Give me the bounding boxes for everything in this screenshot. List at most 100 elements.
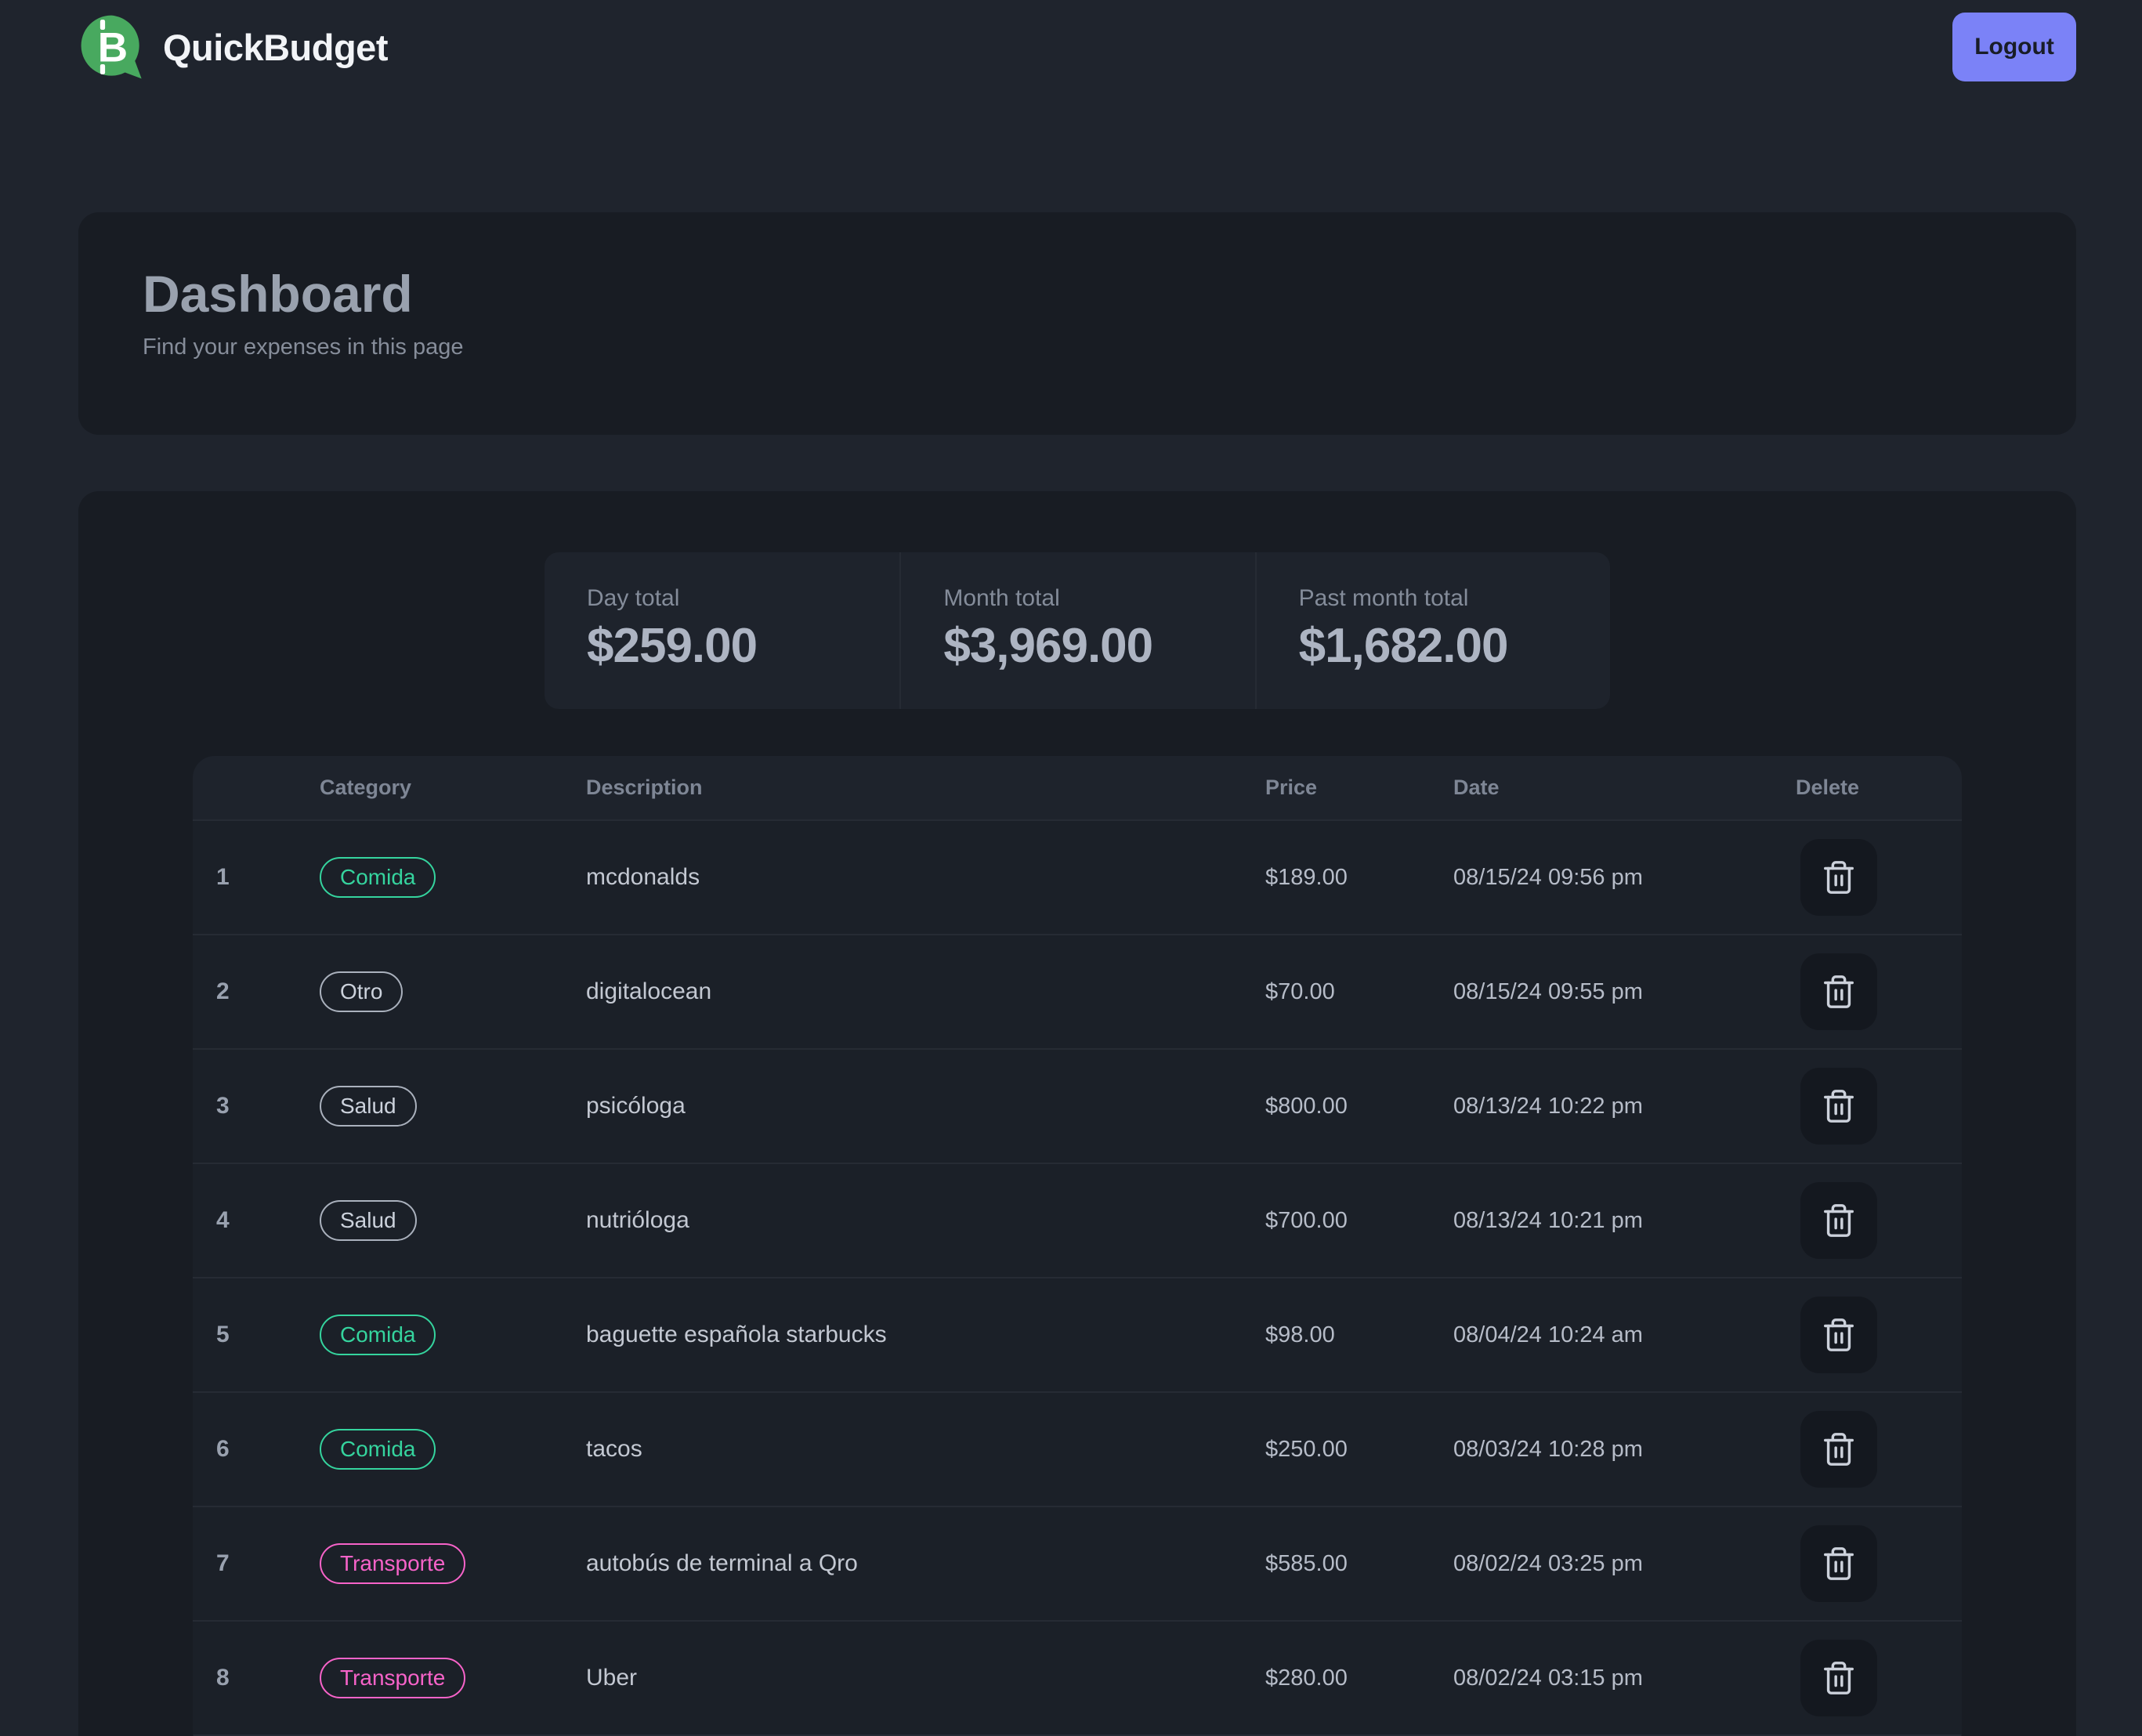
trash-icon [1824,1204,1854,1237]
category-badge: Comida [320,1315,436,1355]
svg-text:B: B [98,24,128,71]
date-cell: 08/13/24 10:21 pm [1453,1207,1643,1233]
delete-cell [1796,839,1962,916]
month-total-card: Month total $3,969.00 [899,552,1254,709]
day-total-card: Day total $259.00 [545,552,899,709]
description-cell: digitalocean [586,978,712,1004]
trash-icon [1824,1662,1854,1694]
header-description: Description [586,776,703,799]
description-cell: baguette española starbucks [586,1322,887,1347]
delete-button[interactable] [1800,839,1877,916]
date-cell: 08/15/24 09:55 pm [1453,978,1643,1004]
delete-button[interactable] [1800,1068,1877,1145]
category-badge: Comida [320,857,436,898]
category-cell: Otro [320,971,586,1012]
category-cell: Salud [320,1086,586,1127]
category-badge: Comida [320,1429,436,1470]
category-badge: Salud [320,1200,417,1241]
price-cell: $189.00 [1265,864,1348,890]
quickbudget-logo-icon: B [81,15,142,79]
category-cell: Transporte [320,1543,586,1584]
category-cell: Transporte [320,1658,586,1698]
category-cell: Salud [320,1200,586,1241]
month-total-label: Month total [943,585,1060,611]
logout-button[interactable]: Logout [1952,13,2076,81]
price-cell: $280.00 [1265,1665,1348,1691]
table-row-partial [193,1734,1962,1736]
price-cell: $250.00 [1265,1436,1348,1462]
price-cell: $98.00 [1265,1322,1335,1347]
description-cell: nutrióloga [586,1207,689,1233]
page-subtitle: Find your expenses in this page [143,335,464,360]
date-cell: 08/04/24 10:24 am [1453,1322,1643,1347]
date-cell: 08/03/24 10:28 pm [1453,1436,1643,1462]
header-category: Category [320,776,412,799]
header-price: Price [1265,776,1318,799]
category-badge: Salud [320,1086,417,1127]
category-cell: Comida [320,1429,586,1470]
price-cell: $70.00 [1265,978,1335,1004]
date-cell: 08/13/24 10:22 pm [1453,1093,1643,1119]
table-body: 1 Comida mcdonalds $189.00 08/15/24 09:5… [193,819,1962,1734]
delete-cell [1796,1297,1962,1373]
expenses-table: Category Description Price Date Delete 1… [193,756,1962,1736]
delete-cell [1796,1640,1962,1716]
past-month-total-card: Past month total $1,682.00 [1254,552,1610,709]
date-cell: 08/02/24 03:25 pm [1453,1550,1643,1576]
expenses-card: Day total $259.00 Month total $3,969.00 … [78,491,2076,1736]
table-row: 4 Salud nutrióloga $700.00 08/13/24 10:2… [193,1163,1962,1277]
category-badge: Transporte [320,1658,466,1698]
row-number: 5 [216,1322,230,1347]
trash-icon [1824,1318,1854,1351]
delete-button[interactable] [1800,1525,1877,1602]
delete-button[interactable] [1800,1182,1877,1259]
table-header-row: Category Description Price Date Delete [193,756,1962,819]
delete-button[interactable] [1800,1297,1877,1373]
table-row: 6 Comida tacos $250.00 08/03/24 10:28 pm [193,1391,1962,1506]
table-row: 1 Comida mcdonalds $189.00 08/15/24 09:5… [193,819,1962,934]
past-month-total-value: $1,682.00 [1298,619,1509,673]
table-row: 8 Transporte Uber $280.00 08/02/24 03:15… [193,1620,1962,1734]
trash-icon [1824,975,1854,1008]
description-cell: mcdonalds [586,864,700,890]
brand-name: QuickBudget [163,26,388,68]
row-number: 7 [216,1550,230,1576]
category-badge: Transporte [320,1543,466,1584]
category-cell: Comida [320,857,586,898]
top-bar: B QuickBudget Logout [0,0,2142,94]
row-number: 2 [216,978,230,1004]
row-number: 8 [216,1665,230,1691]
table-row: 2 Otro digitalocean $70.00 08/15/24 09:5… [193,934,1962,1048]
totals-panel: Day total $259.00 Month total $3,969.00 … [545,552,1610,709]
day-total-value: $259.00 [587,619,758,673]
trash-icon [1824,1090,1854,1123]
table-row: 3 Salud psicóloga $800.00 08/13/24 10:22… [193,1048,1962,1163]
trash-icon [1824,1547,1854,1580]
past-month-total-label: Past month total [1298,585,1469,611]
date-cell: 08/15/24 09:56 pm [1453,864,1643,890]
delete-button[interactable] [1800,1640,1877,1716]
description-cell: autobús de terminal a Qro [586,1550,858,1576]
page-title: Dashboard [143,265,413,323]
table-row: 5 Comida baguette española starbucks $98… [193,1277,1962,1391]
price-cell: $585.00 [1265,1550,1348,1576]
delete-button[interactable] [1800,1411,1877,1488]
brand: B QuickBudget [78,13,388,81]
dashboard-header-card: Dashboard Find your expenses in this pag… [78,212,2076,435]
description-cell: psicóloga [586,1093,686,1119]
delete-cell [1796,1525,1962,1602]
delete-button[interactable] [1800,953,1877,1030]
price-cell: $700.00 [1265,1207,1348,1233]
table-row: 7 Transporte autobús de terminal a Qro $… [193,1506,1962,1620]
row-number: 1 [216,864,230,890]
trash-icon [1824,861,1854,894]
category-badge: Otro [320,971,403,1012]
delete-cell [1796,953,1962,1030]
month-total-value: $3,969.00 [943,619,1153,673]
header-date: Date [1453,776,1500,799]
delete-cell [1796,1411,1962,1488]
price-cell: $800.00 [1265,1093,1348,1119]
header-delete: Delete [1796,776,1860,799]
delete-cell [1796,1068,1962,1145]
delete-cell [1796,1182,1962,1259]
